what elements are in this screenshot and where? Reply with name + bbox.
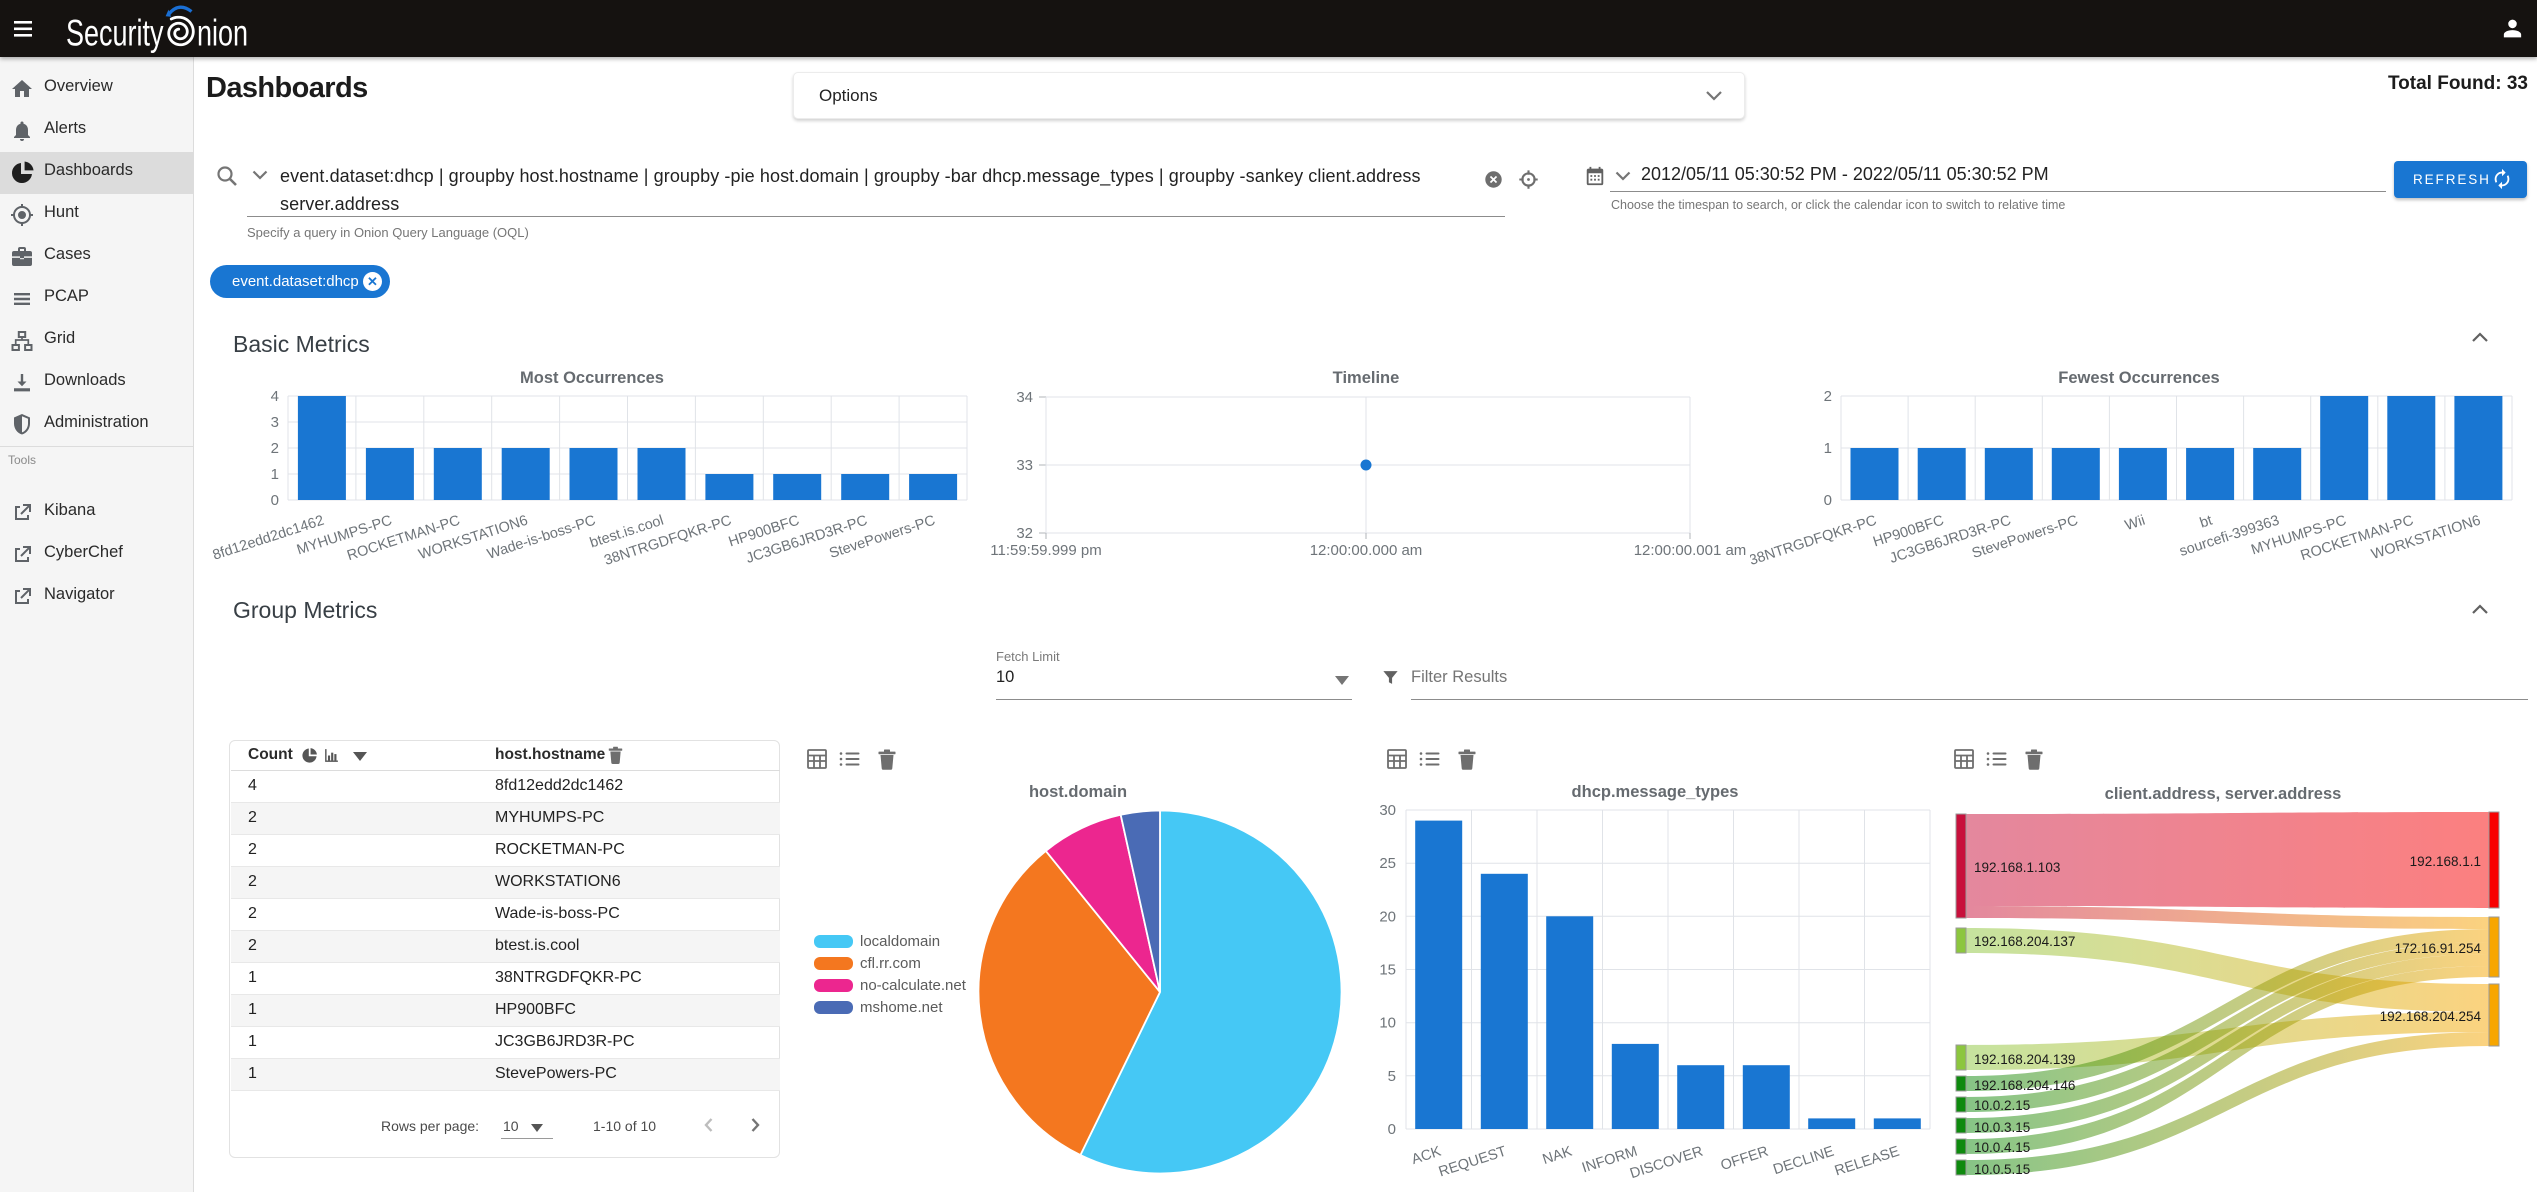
svg-text:172.16.91.254: 172.16.91.254 xyxy=(2395,941,2482,956)
svg-text:34: 34 xyxy=(1016,389,1033,406)
svg-text:2: 2 xyxy=(271,440,279,457)
svg-text:12:00:00.000 am: 12:00:00.000 am xyxy=(1310,542,1423,559)
svg-text:REQUEST: REQUEST xyxy=(1437,1144,1509,1181)
svg-text:Most Occurrences: Most Occurrences xyxy=(520,369,664,387)
svg-text:192.168.1.1: 192.168.1.1 xyxy=(2410,854,2481,869)
svg-text:11:59:59.999 pm: 11:59:59.999 pm xyxy=(990,542,1101,559)
svg-text:10.0.5.15: 10.0.5.15 xyxy=(1974,1162,2030,1177)
svg-text:dhcp.message_types: dhcp.message_types xyxy=(1572,783,1739,801)
svg-text:10: 10 xyxy=(1380,1015,1396,1032)
svg-text:192.168.1.103: 192.168.1.103 xyxy=(1974,860,2060,875)
svg-text:3: 3 xyxy=(271,414,279,431)
svg-text:192.168.204.139: 192.168.204.139 xyxy=(1974,1052,2075,1067)
svg-text:10.0.2.15: 10.0.2.15 xyxy=(1974,1098,2030,1113)
svg-text:0: 0 xyxy=(1388,1121,1396,1138)
svg-text:DECLINE: DECLINE xyxy=(1771,1143,1836,1178)
svg-text:Timeline: Timeline xyxy=(1333,369,1400,387)
svg-text:10.0.3.15: 10.0.3.15 xyxy=(1974,1120,2030,1135)
svg-text:OFFER: OFFER xyxy=(1719,1144,1771,1174)
svg-text:client.address, server.address: client.address, server.address xyxy=(2105,785,2342,803)
svg-text:host.domain: host.domain xyxy=(1029,783,1127,801)
svg-text:33: 33 xyxy=(1016,457,1033,474)
svg-text:38NTRGDFQKR-PC: 38NTRGDFQKR-PC xyxy=(1750,513,1879,569)
svg-text:DISCOVER: DISCOVER xyxy=(1628,1144,1705,1183)
svg-text:RELEASE: RELEASE xyxy=(1833,1143,1902,1179)
svg-text:32: 32 xyxy=(1016,525,1033,542)
svg-text:15: 15 xyxy=(1380,962,1396,979)
svg-text:NAK: NAK xyxy=(1541,1143,1575,1168)
svg-text:bt: bt xyxy=(2198,513,2214,532)
svg-text:0: 0 xyxy=(1824,492,1832,509)
svg-text:4: 4 xyxy=(271,388,279,405)
svg-text:2: 2 xyxy=(1824,388,1832,405)
svg-text:1: 1 xyxy=(271,466,279,483)
svg-text:1: 1 xyxy=(1824,440,1832,457)
svg-text:30: 30 xyxy=(1380,802,1396,819)
svg-text:192.168.204.254: 192.168.204.254 xyxy=(2380,1009,2482,1024)
svg-text:192.168.204.146: 192.168.204.146 xyxy=(1974,1078,2075,1093)
svg-text:20: 20 xyxy=(1380,908,1396,925)
svg-text:Wii: Wii xyxy=(2123,513,2147,534)
svg-text:12:00:00.001 am: 12:00:00.001 am xyxy=(1634,542,1747,559)
svg-text:5: 5 xyxy=(1388,1068,1396,1085)
svg-text:0: 0 xyxy=(271,492,279,509)
svg-text:Fewest Occurrences: Fewest Occurrences xyxy=(2058,369,2219,387)
svg-text:25: 25 xyxy=(1380,855,1396,872)
svg-text:10.0.4.15: 10.0.4.15 xyxy=(1974,1140,2030,1155)
svg-text:192.168.204.137: 192.168.204.137 xyxy=(1974,934,2075,949)
